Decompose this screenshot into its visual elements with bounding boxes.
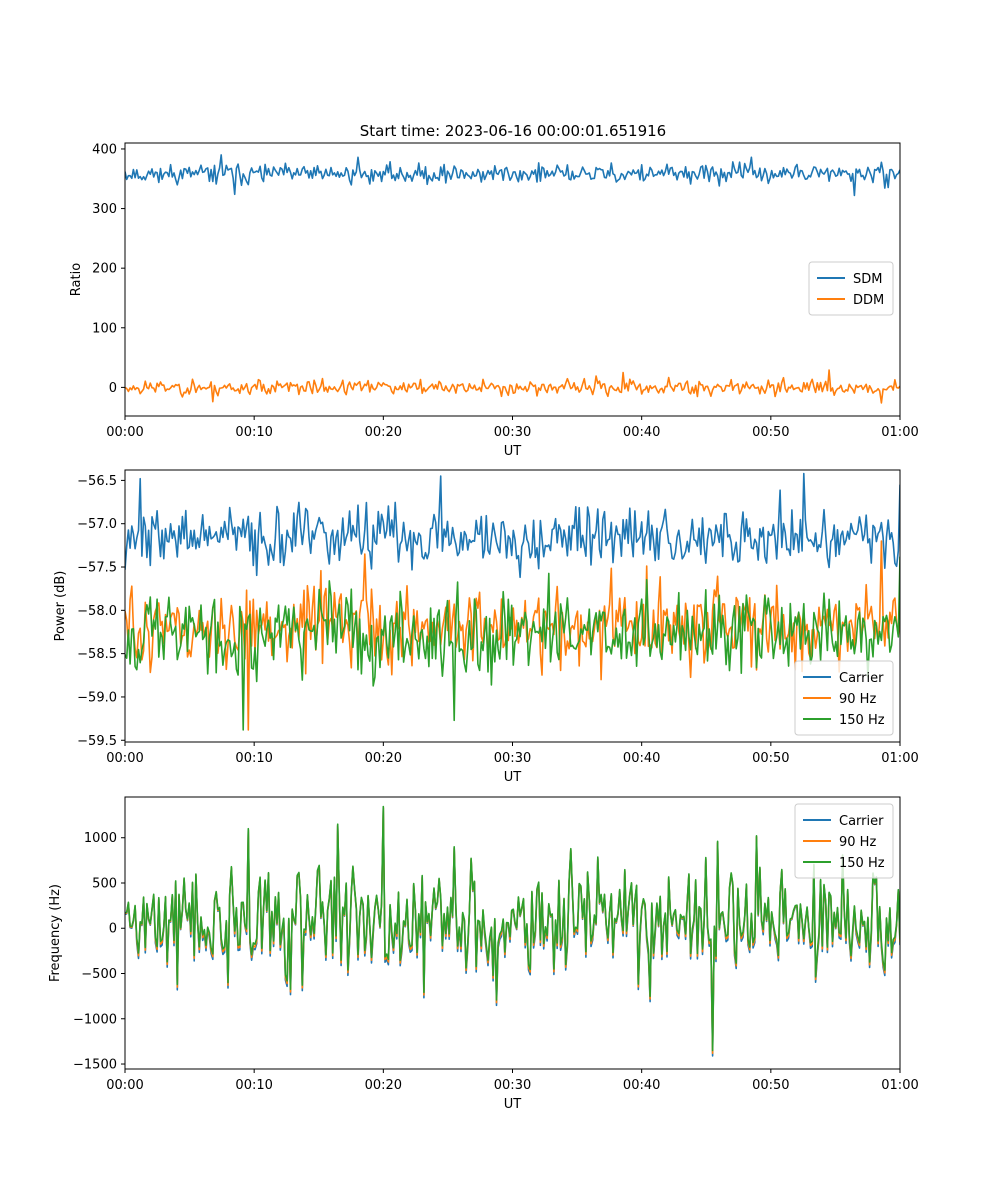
x-tick-label: 01:00 <box>881 751 918 766</box>
series-line-150-hz <box>125 556 900 731</box>
legend-label: 150 Hz <box>839 856 885 871</box>
x-axis-label: UT <box>504 444 522 459</box>
y-tick-label: 100 <box>92 321 117 336</box>
y-tick-label: −58.0 <box>77 604 117 619</box>
legend-box <box>794 660 894 736</box>
x-tick-label: 00:40 <box>623 751 660 766</box>
plot-area <box>125 797 900 1069</box>
y-axis-label: Power (dB) <box>53 571 68 642</box>
y-tick-label: 0 <box>109 922 117 937</box>
x-tick-label: 00:40 <box>623 425 660 440</box>
y-axis-label: Frequency (Hz) <box>48 884 63 982</box>
series-line-ddm <box>125 369 900 404</box>
y-tick-label: 300 <box>92 202 117 217</box>
y-tick-label: −1000 <box>73 1012 117 1027</box>
x-tick-label: 00:50 <box>752 751 789 766</box>
x-tick-label: 00:10 <box>235 751 272 766</box>
y-tick-label: −59.5 <box>77 734 117 749</box>
x-tick-label: 01:00 <box>881 425 918 440</box>
x-tick-label: 00:50 <box>752 1078 789 1093</box>
y-tick-label: −59.0 <box>77 690 117 705</box>
y-tick-label: −56.5 <box>77 474 117 489</box>
y-tick-label: −500 <box>81 967 117 982</box>
x-tick-label: 00:00 <box>106 751 143 766</box>
legend-label: Carrier <box>839 671 884 686</box>
x-tick-label: 00:00 <box>106 1078 143 1093</box>
legend-box <box>794 803 894 879</box>
series-group <box>125 805 900 1057</box>
legend-label: 150 Hz <box>839 713 885 728</box>
y-axis-label: Ratio <box>69 263 84 296</box>
ratio-chart: 00:00 00:10 00:20 00:30 00:40 00:50 01:00 UT 0 10… <box>69 142 919 459</box>
x-tick-label: 00:10 <box>235 1078 272 1093</box>
y-tick-label: −57.5 <box>77 561 117 576</box>
legend-label: DDM <box>853 293 884 308</box>
legend-label: Carrier <box>839 814 884 829</box>
y-tick-label: −58.5 <box>77 647 117 662</box>
x-axis-label: UT <box>504 1097 522 1112</box>
x-tick-label: 00:20 <box>365 751 402 766</box>
figure-title: Start time: 2023-06-16 00:00:01.651916 <box>360 122 666 140</box>
x-tick-label: 00:30 <box>494 425 531 440</box>
x-tick-label: 00:00 <box>106 425 143 440</box>
y-tick-label: 400 <box>92 142 117 157</box>
series-line-sdm <box>125 154 900 197</box>
power-chart: 00:00 00:10 00:20 00:30 00:40 00:50 01:00 UT −59… <box>53 469 919 785</box>
legend: Carrier 90 Hz 150 Hz <box>794 660 894 736</box>
y-tick-label: 500 <box>92 876 117 891</box>
series-group <box>125 472 900 731</box>
x-tick-label: 00:10 <box>235 425 272 440</box>
x-axis-label: UT <box>504 770 522 785</box>
x-tick-label: 00:30 <box>494 1078 531 1093</box>
x-tick-label: 01:00 <box>881 1078 918 1093</box>
legend-label: SDM <box>853 272 882 287</box>
legend-label: 90 Hz <box>839 692 876 707</box>
frequency-chart: 00:00 00:10 00:20 00:30 00:40 00:50 01:00 UT −15… <box>48 796 919 1112</box>
x-tick-label: 00:40 <box>623 1078 660 1093</box>
series-group <box>125 154 900 404</box>
series-line-150-hz <box>125 805 900 1052</box>
x-tick-label: 00:20 <box>365 1078 402 1093</box>
y-tick-label: −57.0 <box>77 517 117 532</box>
legend-box <box>808 261 894 316</box>
plot-area <box>125 143 900 416</box>
x-tick-label: 00:20 <box>365 425 402 440</box>
legend-label: 90 Hz <box>839 835 876 850</box>
x-tick-label: 00:50 <box>752 425 789 440</box>
y-tick-label: −1500 <box>73 1058 117 1073</box>
y-tick-label: 200 <box>92 262 117 277</box>
series-line-carrier <box>125 472 900 579</box>
y-tick-label: 1000 <box>84 831 117 846</box>
legend: SDM DDM <box>808 261 894 316</box>
x-tick-label: 00:30 <box>494 751 531 766</box>
y-tick-label: 0 <box>109 381 117 396</box>
legend: Carrier 90 Hz 150 Hz <box>794 803 894 879</box>
